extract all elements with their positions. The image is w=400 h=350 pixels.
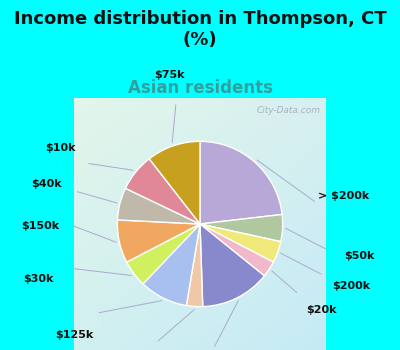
Text: $125k: $125k	[55, 330, 93, 340]
Wedge shape	[200, 224, 273, 276]
Wedge shape	[200, 141, 282, 224]
Wedge shape	[200, 215, 283, 241]
Text: City-Data.com: City-Data.com	[257, 106, 321, 114]
Wedge shape	[126, 159, 200, 224]
Text: $75k: $75k	[154, 70, 185, 80]
Text: Asian residents: Asian residents	[128, 79, 272, 97]
Text: $150k: $150k	[22, 221, 60, 231]
Wedge shape	[200, 224, 281, 262]
Wedge shape	[118, 188, 200, 224]
Text: $10k: $10k	[46, 144, 76, 153]
Text: $50k: $50k	[344, 251, 374, 261]
Wedge shape	[149, 141, 200, 224]
Text: $40k: $40k	[32, 179, 62, 189]
Wedge shape	[143, 224, 200, 306]
Text: > $200k: > $200k	[318, 191, 369, 201]
Wedge shape	[127, 224, 200, 284]
Text: $20k: $20k	[306, 305, 336, 315]
Wedge shape	[117, 220, 200, 262]
Text: Income distribution in Thompson, CT
(%): Income distribution in Thompson, CT (%)	[14, 10, 386, 49]
Text: $200k: $200k	[332, 281, 370, 292]
Text: $30k: $30k	[24, 274, 54, 285]
Wedge shape	[200, 224, 264, 307]
Wedge shape	[186, 224, 203, 307]
